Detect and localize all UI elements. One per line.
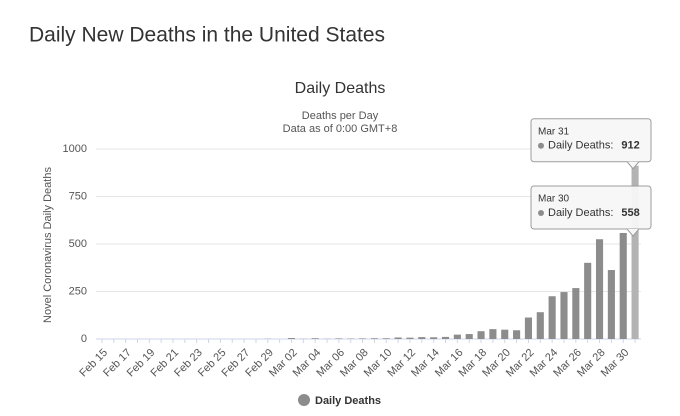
tooltip: Mar 30 Daily Deaths: 558 [530,185,652,237]
bar [465,334,473,339]
bar [370,338,378,339]
bar [607,270,615,339]
legend-marker [298,394,310,406]
y-axis-label: Novel Coronavirus Daily Deaths [42,167,54,323]
tooltip-series: Daily Deaths [548,140,611,152]
bar [548,296,556,339]
tooltip: Mar 31 Daily Deaths: 912 [530,118,652,170]
bar [619,232,627,339]
bar [394,337,402,339]
tooltip-colon: : [610,207,613,219]
tooltip-date: Mar 31 [538,126,570,137]
bar [406,337,414,339]
bar [287,338,296,339]
y-tick-label: 750 [69,190,87,202]
chart-title: Daily Deaths [295,80,386,97]
bar [572,288,580,339]
y-tick-label: 250 [69,285,87,297]
tooltip-pointer [626,228,640,237]
bar [441,336,450,339]
bar [335,338,343,339]
bar [584,262,592,339]
bar [382,338,390,339]
tooltip-colon: : [610,140,613,152]
bar [595,239,604,339]
tooltip-box [530,185,652,230]
tooltip-date: Mar 30 [538,194,570,205]
page-title: Daily New Deaths in the United States [29,24,385,47]
bar [453,334,461,339]
bar [560,292,568,339]
bar [477,331,485,339]
tooltip-series: Daily Deaths [548,207,611,219]
y-tick-label: 500 [69,238,87,250]
tooltip-box [530,118,652,163]
bar [513,330,521,339]
y-tick-label: 0 [81,333,87,345]
tooltip-value: 912 [621,140,639,152]
tooltip-marker [538,209,544,216]
bar [359,338,367,339]
bar [311,338,319,339]
tooltip-text: Daily Deaths: 912 [548,140,640,152]
bar [418,337,426,339]
tooltip-pointer [626,161,640,170]
bar [631,165,639,339]
bar [536,312,544,339]
y-tick-label: 1000 [63,143,87,155]
tooltip-value: 558 [621,207,639,219]
bar [430,337,438,339]
bar [524,317,532,339]
bar [489,329,497,339]
legend-label: Daily Deaths [315,395,381,407]
chart-subtitle: Deaths per Day [302,110,379,122]
tooltip-marker [538,142,544,149]
chart-subtitle: Data as of 0:00 GMT+8 [283,123,398,135]
tooltip-text: Daily Deaths: 558 [548,207,640,219]
bar [501,329,509,339]
